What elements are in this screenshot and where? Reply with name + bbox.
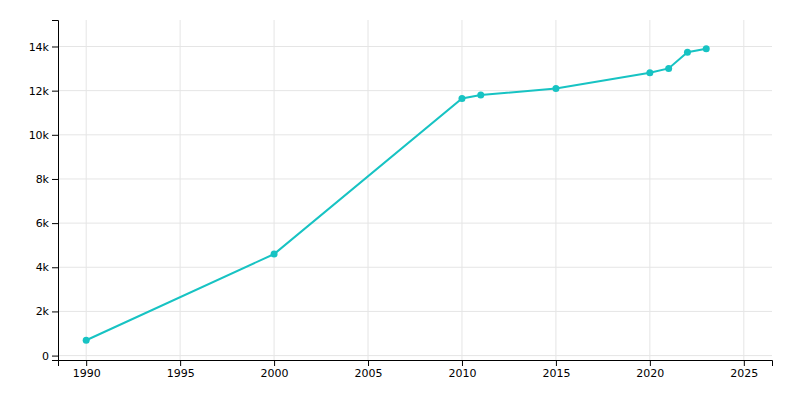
x-tick-label: 2010: [448, 367, 476, 380]
x-grid-line: [368, 20, 369, 360]
x-tick-label: 2025: [730, 367, 758, 380]
plot-area: 1990 1995 2000 2005 2010 2015 2020 2025 0 2k 4k 6k 8…: [29, 20, 773, 380]
point: [665, 65, 672, 72]
x-grid-line: [274, 20, 275, 360]
y-tick-label: 6k: [36, 217, 50, 230]
x-grid-line: [180, 20, 181, 360]
y-tick-label: 0: [42, 350, 49, 363]
y-grid-line: [58, 46, 772, 47]
point: [703, 45, 710, 52]
y-tick-mark: [52, 179, 58, 180]
x-tick-label: 2015: [542, 367, 570, 380]
x-axis: 1990 1995 2000 2005 2010 2015 2020 2025: [59, 360, 773, 380]
point: [552, 85, 559, 92]
x-axis-line: [59, 361, 773, 367]
x-tick: 2025: [730, 360, 758, 380]
y-tick-label: 10k: [29, 129, 50, 142]
point: [477, 92, 484, 99]
x-tick: 1990: [73, 360, 101, 380]
x-tick: 2005: [355, 360, 383, 380]
x-tick-mark: [368, 360, 369, 366]
y-tick: 6k: [36, 217, 58, 230]
point: [83, 337, 90, 344]
y-tick-label: 4k: [36, 261, 50, 274]
y-tick: 2k: [36, 305, 58, 318]
y-tick-mark: [52, 223, 58, 224]
x-tick-mark: [274, 360, 275, 366]
marks: [83, 45, 710, 344]
y-tick: 0: [42, 350, 58, 363]
x-grid-line: [743, 20, 744, 360]
x-tick: 1995: [167, 360, 195, 380]
x-tick-mark: [556, 360, 557, 366]
point: [458, 95, 465, 102]
y-axis-line: [52, 21, 59, 361]
grid: [58, 20, 772, 360]
x-tick-label: 1990: [73, 367, 101, 380]
x-tick: 2010: [448, 360, 476, 380]
x-tick-mark: [180, 360, 181, 366]
y-tick-mark: [52, 356, 58, 357]
x-tick-mark: [650, 360, 651, 366]
x-tick-mark: [86, 360, 87, 366]
y-tick: 4k: [36, 261, 58, 274]
y-tick: 14k: [29, 41, 58, 54]
y-tick-label: 14k: [29, 41, 50, 54]
x-grid-line: [555, 20, 556, 360]
line: [86, 49, 706, 341]
y-grid-line: [58, 90, 772, 91]
x-tick-label: 2000: [261, 367, 289, 380]
y-grid-line: [58, 134, 772, 135]
y-grid-line: [58, 355, 772, 356]
y-grid-line: [58, 311, 772, 312]
x-tick: 2020: [636, 360, 664, 380]
x-tick-label: 1995: [167, 367, 195, 380]
x-tick: 2000: [261, 360, 289, 380]
x-tick-mark: [462, 360, 463, 366]
y-grid-line: [58, 178, 772, 179]
y-tick-label: 8k: [36, 173, 50, 186]
x-tick-label: 2005: [355, 367, 383, 380]
y-tick-mark: [52, 46, 58, 47]
y-tick-mark: [52, 311, 58, 312]
point: [271, 251, 278, 258]
x-tick-label: 2020: [636, 367, 664, 380]
y-tick-label: 12k: [29, 85, 50, 98]
y-tick: 10k: [29, 129, 58, 142]
y-tick: 8k: [36, 173, 58, 186]
point: [684, 49, 691, 56]
chart: 1990 1995 2000 2005 2010 2015 2020 2025 0 2k 4k 6k 8…: [0, 0, 800, 400]
y-tick-mark: [52, 135, 58, 136]
y-tick: 12k: [29, 85, 58, 98]
y-tick-mark: [52, 267, 58, 268]
point: [646, 69, 653, 76]
x-grid-line: [86, 20, 87, 360]
y-tick-mark: [52, 91, 58, 92]
y-tick-label: 2k: [36, 305, 50, 318]
y-grid-line: [58, 223, 772, 224]
y-axis: 0 2k 4k 6k 8k 10k 12k 14k: [29, 21, 59, 363]
x-grid-line: [461, 20, 462, 360]
x-tick: 2015: [542, 360, 570, 380]
y-grid-line: [58, 267, 772, 268]
x-tick-mark: [744, 360, 745, 366]
